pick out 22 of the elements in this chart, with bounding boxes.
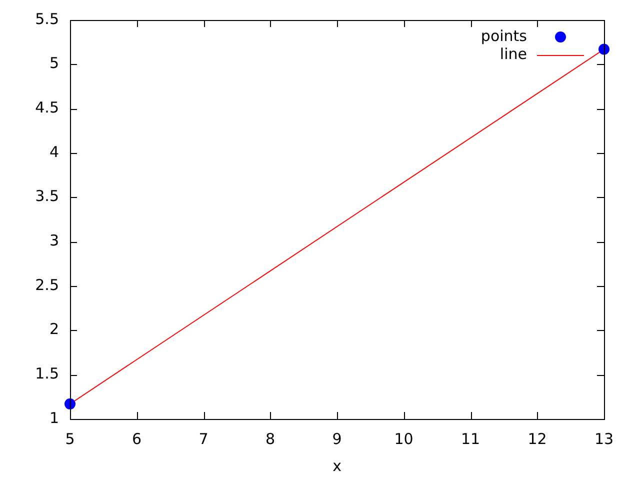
y-tick-label: 2.5 bbox=[35, 276, 59, 294]
y-tick-label: 3.5 bbox=[35, 187, 59, 206]
y-tick-label: 5.5 bbox=[35, 10, 59, 28]
y-tick-label: 4 bbox=[49, 142, 59, 161]
legend-label: line bbox=[500, 44, 527, 63]
x-tick-label: 12 bbox=[528, 430, 547, 448]
y-tick-label: 5 bbox=[49, 54, 59, 72]
x-tick-label: 13 bbox=[594, 430, 614, 448]
x-axis-title: x bbox=[332, 456, 342, 475]
x-tick-label: 10 bbox=[394, 430, 414, 448]
x-tick-label: 7 bbox=[198, 430, 208, 448]
x-tick-label: 6 bbox=[132, 430, 142, 448]
y-tick-label: 2 bbox=[49, 320, 59, 338]
x-tick-label: 8 bbox=[265, 430, 276, 448]
y-tick-label: 3 bbox=[49, 232, 59, 250]
x-tick-label: 11 bbox=[460, 430, 480, 448]
y-tick-label: 1.5 bbox=[35, 364, 59, 383]
y-tick-label: 1 bbox=[49, 408, 59, 427]
x-tick-label: 9 bbox=[332, 430, 342, 448]
legend-label: points bbox=[480, 26, 528, 45]
y-tick-label: 4.5 bbox=[35, 98, 59, 117]
x-tick-label: 5 bbox=[65, 430, 75, 448]
